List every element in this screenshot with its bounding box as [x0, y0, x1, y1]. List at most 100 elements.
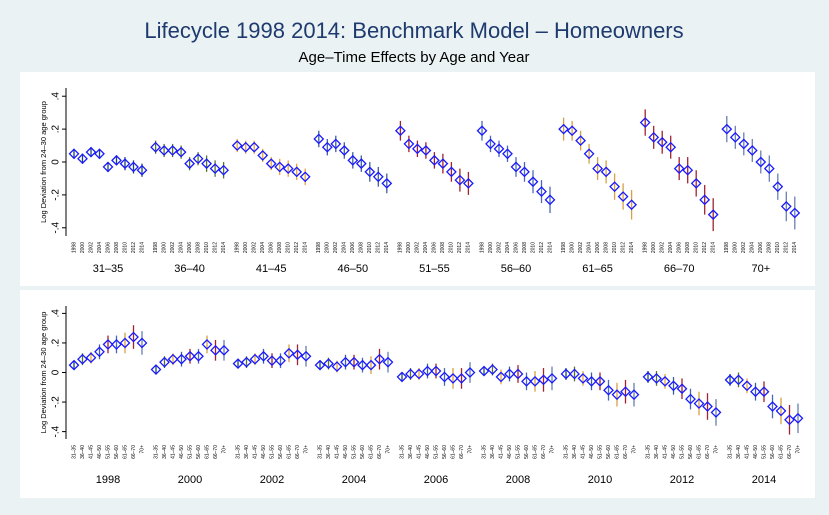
data-point: [382, 356, 394, 368]
x-tick-label: 41–45: [744, 445, 750, 459]
x-tick-label: 1998: [316, 242, 322, 253]
x-tick-label: 41–45: [416, 445, 422, 459]
data-point: [693, 398, 705, 409]
data-point: [291, 166, 303, 178]
x-tick-label: 70+: [713, 445, 719, 454]
data-point: [586, 375, 597, 387]
x-tick-label: 46–50: [261, 445, 267, 459]
data-point: [218, 164, 230, 176]
x-tick-label: 46–50: [753, 445, 759, 459]
data-point: [544, 194, 556, 206]
data-point: [111, 339, 122, 350]
data-point: [192, 153, 204, 165]
x-tick-label: 2012: [702, 242, 708, 253]
data-point: [445, 166, 457, 178]
data-point: [175, 146, 187, 158]
x-tick-label: 2002: [496, 242, 502, 253]
data-point: [396, 371, 408, 383]
data-point: [682, 164, 694, 176]
x-tick-label: 2014: [466, 242, 472, 253]
x-tick-label: 31–35: [317, 445, 323, 459]
data-point: [560, 368, 572, 380]
group-label: 46–50: [338, 263, 369, 275]
group-label: 2006: [424, 474, 448, 486]
data-point: [403, 138, 415, 150]
x-tick-label: 41–45: [170, 445, 176, 459]
y-axis-label: Log Deviation from 24–30 age group: [39, 312, 48, 434]
data-point: [258, 350, 269, 362]
data-point: [685, 393, 696, 405]
data-point: [702, 401, 713, 412]
x-tick-label: 2004: [423, 242, 429, 253]
data-point: [248, 141, 260, 153]
y-tick-label: 0: [51, 369, 62, 375]
data-point: [357, 359, 368, 371]
data-point: [313, 133, 325, 145]
panel-background: [20, 290, 815, 498]
group-label: 70+: [751, 263, 770, 275]
x-tick-label: 41–45: [88, 445, 94, 459]
x-tick-label: 70+: [549, 445, 555, 454]
x-tick-label: 2012: [131, 242, 137, 253]
data-point: [102, 161, 114, 173]
x-tick-label: 2004: [97, 242, 103, 253]
x-tick-label: 66–70: [541, 445, 547, 459]
x-tick-label: 2002: [88, 242, 94, 253]
x-tick-label: 31–35: [563, 445, 569, 459]
x-tick-label: 41–45: [498, 445, 504, 459]
data-point: [620, 386, 631, 398]
x-tick-label: 66–70: [213, 445, 219, 459]
data-point: [394, 125, 406, 137]
x-tick-label: 2010: [694, 242, 700, 253]
x-tick-label: 66–70: [377, 445, 383, 459]
data-point: [603, 384, 614, 396]
x-tick-label: 2000: [161, 242, 167, 253]
x-tick-label: 2010: [286, 242, 292, 253]
data-point: [119, 158, 131, 170]
data-point: [536, 186, 547, 198]
x-tick-label: 2008: [522, 242, 528, 253]
data-point: [364, 166, 376, 178]
x-tick-label: 31–35: [727, 445, 733, 459]
data-point: [167, 145, 179, 156]
x-tick-label: 31–35: [645, 445, 651, 459]
data-point: [420, 145, 432, 156]
x-tick-label: 1998: [643, 242, 649, 253]
data-point: [780, 200, 792, 212]
x-tick-label: 56–60: [114, 445, 120, 459]
x-tick-label: 2006: [677, 242, 683, 253]
x-tick-label: 36–40: [490, 445, 496, 459]
x-tick-label: 2014: [221, 242, 227, 253]
x-tick-label: 61–65: [368, 445, 374, 459]
data-point: [699, 194, 711, 206]
x-tick-label: 2002: [741, 242, 747, 253]
data-point: [249, 353, 261, 365]
x-tick-label: 1998: [724, 242, 730, 253]
data-point: [439, 371, 450, 383]
y-tick-label: .2: [51, 125, 62, 134]
data-point: [746, 145, 758, 156]
data-point: [724, 374, 736, 386]
x-tick-label: 2014: [303, 242, 309, 253]
x-tick-label: 2002: [170, 242, 176, 253]
x-tick-label: 61–65: [778, 445, 784, 459]
x-tick-label: 61–65: [122, 445, 128, 459]
x-tick-label: 66–70: [705, 445, 711, 459]
x-tick-label: 36–40: [654, 445, 660, 459]
data-point: [282, 163, 294, 174]
x-tick-label: 2000: [325, 242, 331, 253]
x-tick-label: 31–35: [235, 445, 241, 459]
data-point: [772, 181, 784, 193]
x-tick-label: 61–65: [450, 445, 456, 459]
data-point: [676, 383, 688, 395]
data-point: [411, 143, 423, 155]
data-point: [750, 386, 761, 398]
x-tick-label: 51–55: [433, 445, 439, 459]
data-point: [738, 138, 750, 150]
x-tick-label: 70+: [221, 445, 227, 454]
data-point: [257, 150, 269, 161]
x-tick-label: 70+: [631, 445, 637, 454]
x-tick-label: 2006: [269, 242, 275, 253]
x-tick-label: 2002: [660, 242, 666, 253]
x-tick-label: 2012: [784, 242, 790, 253]
